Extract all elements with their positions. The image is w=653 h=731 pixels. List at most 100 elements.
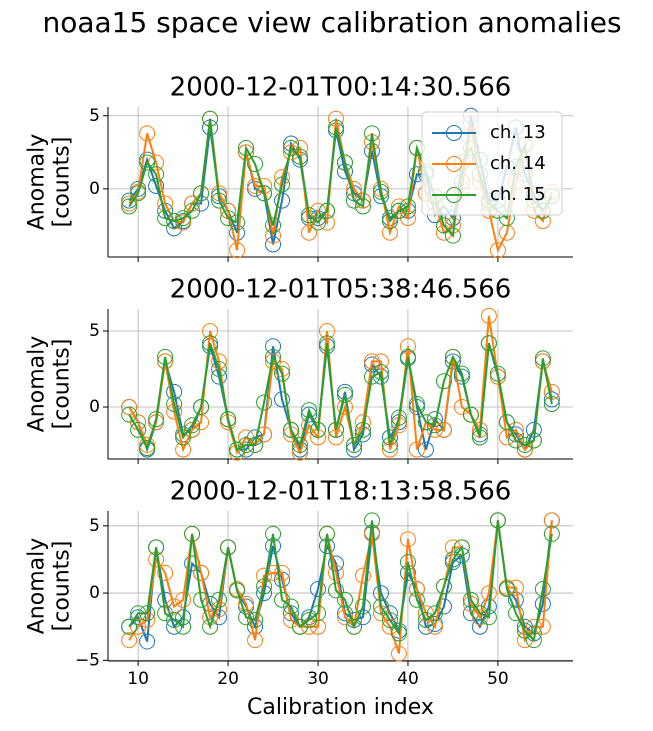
data-point xyxy=(256,394,273,411)
data-point xyxy=(274,176,291,193)
data-point xyxy=(202,323,219,340)
data-point xyxy=(175,441,192,458)
data-point xyxy=(292,437,309,454)
data-point xyxy=(238,437,255,454)
axes-title: 2000-12-01T18:13:58.566 xyxy=(170,477,512,507)
series-line xyxy=(128,342,553,452)
y-tick-label: 5 xyxy=(89,516,100,536)
data-point xyxy=(247,437,264,454)
data-point xyxy=(399,531,416,548)
legend-marker xyxy=(446,156,462,172)
data-point xyxy=(139,437,156,454)
y-tick-label: 5 xyxy=(89,321,100,341)
data-point xyxy=(516,632,533,649)
data-point xyxy=(175,429,192,446)
data-point xyxy=(130,421,147,438)
data-point xyxy=(534,581,551,598)
legend-label: ch. 15 xyxy=(490,184,546,205)
data-point xyxy=(435,578,452,595)
data-point xyxy=(283,611,300,628)
data-point xyxy=(408,441,425,458)
data-point xyxy=(157,210,174,227)
data-point xyxy=(345,618,362,635)
data-point xyxy=(166,213,183,230)
data-point xyxy=(283,139,300,156)
x-axis-label: Calibration index xyxy=(247,695,434,720)
data-point xyxy=(157,348,174,365)
data-point xyxy=(274,192,291,209)
data-point xyxy=(471,429,488,446)
axes-title: 2000-12-01T00:14:30.566 xyxy=(170,73,512,103)
data-point xyxy=(381,611,398,628)
data-point xyxy=(471,618,488,635)
data-point xyxy=(444,227,461,244)
data-point xyxy=(238,609,255,626)
data-point xyxy=(139,154,156,171)
data-point xyxy=(220,539,237,556)
data-point xyxy=(462,605,479,622)
data-point xyxy=(193,185,210,202)
data-point xyxy=(247,632,264,649)
data-point xyxy=(516,618,533,635)
data-point xyxy=(390,409,407,426)
data-point xyxy=(121,198,138,215)
data-point xyxy=(220,210,237,227)
y-axis-label: Anomaly[counts] xyxy=(25,336,75,433)
data-point xyxy=(166,611,183,628)
data-point xyxy=(354,598,371,615)
data-point xyxy=(265,236,282,253)
data-point xyxy=(166,395,183,412)
data-point xyxy=(283,421,300,438)
data-point xyxy=(184,525,201,542)
series-line xyxy=(128,342,553,453)
data-point xyxy=(543,512,560,529)
data-point xyxy=(480,609,497,626)
data-point xyxy=(211,591,228,608)
data-point xyxy=(265,525,282,542)
data-point xyxy=(310,421,327,438)
data-point xyxy=(139,633,156,650)
data-point xyxy=(328,110,345,127)
data-point xyxy=(336,605,353,622)
data-point xyxy=(426,417,443,434)
data-point xyxy=(444,551,461,568)
data-point xyxy=(489,368,506,385)
data-point xyxy=(399,338,416,355)
data-point xyxy=(543,391,560,408)
data-point xyxy=(372,183,389,200)
data-point xyxy=(130,605,147,622)
data-point xyxy=(274,564,291,581)
data-point xyxy=(525,432,542,449)
data-point xyxy=(426,605,443,622)
data-point xyxy=(417,441,434,458)
data-point xyxy=(516,622,533,639)
data-point xyxy=(238,595,255,612)
y-tick-label: −5 xyxy=(75,650,100,670)
data-point xyxy=(426,411,443,428)
data-point xyxy=(310,202,327,219)
legend-label: ch. 13 xyxy=(490,122,546,143)
data-point xyxy=(274,391,291,408)
data-point xyxy=(121,406,138,423)
data-point xyxy=(148,166,165,183)
data-point xyxy=(319,202,336,219)
data-point xyxy=(417,611,434,628)
data-point xyxy=(148,539,165,556)
data-point xyxy=(256,578,273,595)
data-point xyxy=(345,192,362,209)
data-point xyxy=(381,437,398,454)
data-point xyxy=(229,582,246,599)
data-point xyxy=(453,539,470,556)
data-point xyxy=(444,348,461,365)
data-point xyxy=(354,567,371,584)
suptitle: noaa15 space view calibration anomalies xyxy=(42,6,621,39)
data-point xyxy=(372,353,389,370)
data-point xyxy=(229,441,246,458)
data-point xyxy=(525,618,542,635)
x-tick-label: 40 xyxy=(397,669,419,689)
data-point xyxy=(328,421,345,438)
data-point xyxy=(534,350,551,367)
data-point xyxy=(498,414,515,431)
data-point xyxy=(319,323,336,340)
data-point xyxy=(121,632,138,649)
